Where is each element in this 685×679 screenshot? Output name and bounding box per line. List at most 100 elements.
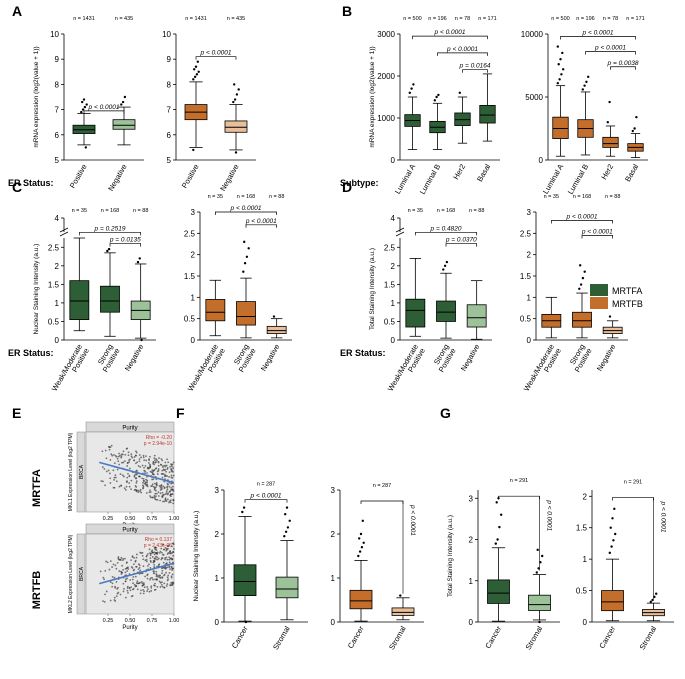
b2-outlier-1-1 (583, 84, 586, 87)
c2-comparison-p-1: p < 0.0001 (245, 218, 277, 225)
a1-outlier-0-5 (82, 98, 86, 101)
d2-ytick-label: 0 (527, 336, 532, 345)
a1-ylabel: mRNA expression (log2(value + 1)) (33, 46, 40, 147)
c2-n-label-0: n = 35 (208, 194, 223, 200)
e2-point (172, 582, 175, 584)
d2-outlier-1-4 (579, 264, 582, 267)
e2-point (134, 575, 137, 578)
d2-comparison-bracket-1 (581, 235, 614, 239)
e2-point (111, 566, 114, 568)
c1-category-label-0: Weak/ModeratePositive (50, 343, 91, 397)
e2-point (169, 584, 172, 587)
d2-ytick-label: 1.5 (520, 272, 532, 281)
b2-outlier-0-6 (561, 51, 564, 55)
e1-ylabel: MKL1 Expression Level (log2 TPM) (68, 432, 74, 511)
e1-point (135, 454, 137, 457)
e1-point (150, 471, 153, 474)
f1-category-label-0: Cancer (230, 624, 250, 650)
legend-label-mrtfb: MRTFB (612, 299, 643, 309)
e2-point (151, 556, 154, 558)
e2-point (170, 552, 172, 555)
e2-point (142, 582, 145, 584)
c1-ytick-label: 0 (55, 336, 60, 345)
a2-ytick-label: 6 (167, 131, 172, 140)
b1-comparison-bracket-1 (437, 52, 488, 56)
g1-box-1 (528, 548, 551, 624)
e1-point (171, 465, 173, 468)
e1-point (146, 472, 148, 474)
legend-swatch-mrtfa (590, 284, 608, 296)
e2-corr-label: Rho = 0.137 (145, 537, 173, 543)
b1-comparison-bracket-2 (462, 69, 488, 73)
d1-ytick-label: 1 (391, 299, 396, 308)
e1-point (162, 464, 164, 467)
panel-letter-g: G (440, 405, 451, 421)
e1-point (118, 463, 121, 466)
b2-outlier-0-7 (556, 45, 559, 48)
e1-point (161, 459, 164, 462)
e2-point (163, 574, 165, 577)
e1-point (139, 490, 141, 492)
g2-ytick-label: 1.5 (576, 524, 588, 533)
g1-outlier-0-0 (494, 542, 497, 545)
e1-point (122, 475, 125, 478)
c1-outlier-1-1 (107, 247, 111, 251)
e2-point (104, 569, 107, 572)
d2-outlier-1-0 (578, 287, 581, 290)
e1-point (130, 479, 133, 482)
e2-trend-line (98, 562, 175, 585)
e1-point (137, 489, 140, 492)
b1-outlier-1-2 (437, 93, 440, 97)
e1-point (158, 457, 160, 460)
e2-point (135, 585, 138, 588)
d2-comparison-p-0: p < 0.0001 (566, 214, 598, 221)
e2-point (161, 576, 164, 579)
e1-point (114, 474, 117, 477)
c2-ytick-label: 1.5 (184, 272, 196, 281)
d2-outlier-1-1 (579, 283, 583, 286)
a2-outlier-0-6 (196, 60, 199, 63)
e2-xtick-label: 0.75 (147, 618, 158, 624)
e2-point (139, 592, 142, 595)
e2-point (167, 545, 170, 548)
f2-iqr-0 (349, 589, 373, 610)
d1-comparison-p-0: p = 0.4820 (430, 225, 462, 232)
e1-point (160, 473, 163, 475)
e1-point (169, 490, 171, 493)
e2-point (111, 575, 114, 578)
f1-outlier-1-0 (283, 535, 286, 538)
d2-category-label-1: StrongPositive (566, 343, 594, 374)
c2-iqr-1 (236, 301, 256, 326)
d2-iqr-1 (572, 311, 592, 328)
b1-outlier-0-0 (408, 91, 411, 95)
d2-n-label-1: n = 168 (573, 194, 592, 200)
b1-category-label-0: Luminal A (393, 163, 417, 196)
e2-point (150, 589, 153, 592)
a2-ytick-label: 8 (167, 80, 172, 89)
e1-point (171, 493, 173, 496)
e2-point (168, 561, 171, 564)
g2-outlier-1-1 (651, 598, 654, 602)
b1-n-label-1: n = 196 (428, 16, 447, 22)
c2-ytick-label: 3 (191, 208, 196, 217)
e2-point (150, 550, 153, 553)
e2-point (160, 567, 163, 570)
e1-point (152, 470, 154, 473)
a1-outlier-0-4 (81, 100, 84, 104)
g2-outlier-0-6 (613, 507, 616, 511)
f1-outlier-1-2 (286, 526, 290, 529)
e2-point (121, 564, 124, 567)
e2-point (149, 566, 152, 569)
e2-point (126, 585, 129, 588)
a2-category-label-1: Negative (218, 163, 241, 193)
e2-point (167, 578, 169, 581)
e2-point (163, 567, 166, 570)
e2-point (124, 580, 127, 583)
f1-category-label-1: Stromal (271, 624, 292, 651)
e2-point (146, 553, 149, 555)
e1-point (160, 458, 163, 460)
b2-outlier-3-0 (631, 129, 634, 133)
e1-point (153, 496, 156, 499)
e2-point (145, 558, 148, 561)
g1-box-0 (487, 497, 510, 622)
